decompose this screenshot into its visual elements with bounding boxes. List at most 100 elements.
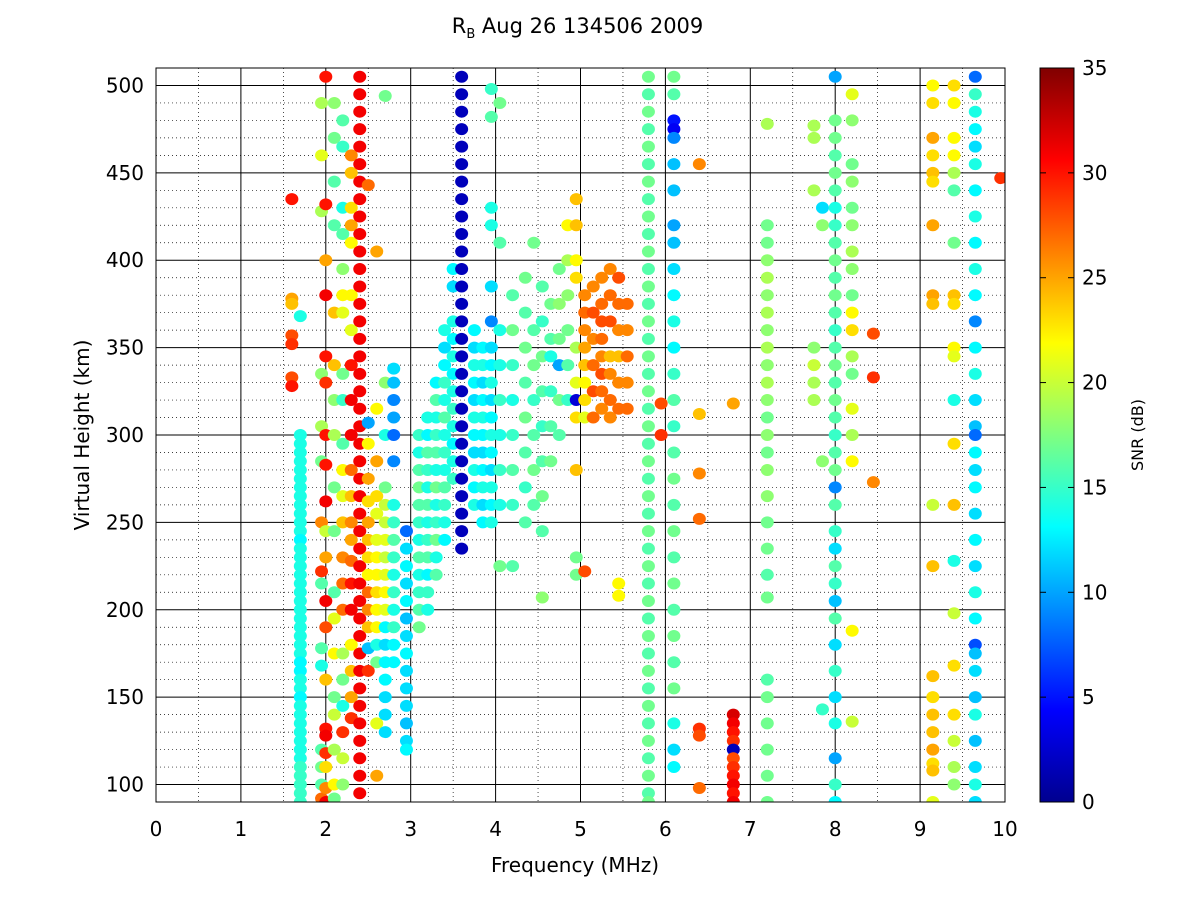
echo-point — [667, 420, 681, 433]
echo-point — [506, 324, 520, 337]
echo-point — [667, 88, 681, 101]
echo-point — [353, 455, 367, 468]
echo-point — [527, 429, 541, 441]
echo-point — [968, 734, 982, 747]
echo-point — [293, 498, 307, 511]
echo-point — [654, 429, 668, 441]
echo-point — [293, 437, 307, 450]
x-tick-label: 4 — [489, 817, 502, 841]
echo-point — [667, 525, 681, 538]
echo-point — [527, 498, 541, 511]
echo-point — [968, 394, 982, 407]
echo-point — [968, 210, 982, 223]
echo-point — [438, 533, 452, 546]
echo-point — [667, 551, 681, 564]
echo-point — [493, 429, 507, 441]
echo-point — [484, 411, 498, 424]
echo-point — [344, 516, 358, 529]
echo-point — [353, 699, 367, 712]
echo-point — [293, 769, 307, 782]
echo-point — [399, 577, 413, 590]
echo-point — [293, 577, 307, 590]
echo-point — [569, 254, 583, 267]
echo-point — [726, 708, 740, 721]
echo-point — [353, 228, 367, 241]
echo-point — [726, 726, 740, 739]
echo-point — [336, 228, 350, 241]
echo-point — [828, 752, 842, 765]
tick-layer: 0 1 2 3 4 5 6 7 8 9 10 100 150 200 250 300 350 400 450 500 — [106, 73, 1018, 841]
echo-point — [760, 796, 774, 802]
echo-point — [667, 472, 681, 485]
echo-point — [353, 123, 367, 136]
echo-point — [828, 429, 842, 441]
echo-point — [807, 376, 821, 389]
echo-point — [327, 131, 341, 144]
echo-point — [926, 166, 940, 179]
echo-point — [455, 175, 469, 188]
echo-point — [760, 429, 774, 441]
echo-point — [620, 324, 634, 337]
echo-point — [667, 219, 681, 232]
echo-point — [760, 691, 774, 704]
echo-point — [293, 310, 307, 323]
echo-point — [641, 175, 655, 188]
echo-point — [828, 560, 842, 573]
echo-point — [692, 512, 706, 525]
echo-point — [947, 96, 961, 109]
echo-point — [336, 114, 350, 127]
echo-point — [399, 647, 413, 660]
echo-point — [845, 350, 859, 363]
echo-point — [285, 329, 299, 342]
y-tick-label: 350 — [106, 336, 144, 360]
echo-point — [667, 577, 681, 590]
colorbar-ticks: 0 5 10 15 20 25 30 35 — [1040, 56, 1107, 814]
echo-point — [336, 673, 350, 686]
echo-point — [293, 455, 307, 468]
echo-point — [968, 88, 982, 101]
echo-point — [667, 629, 681, 642]
echo-point — [438, 394, 452, 407]
echo-point — [760, 769, 774, 782]
echo-point — [828, 236, 842, 249]
echo-point — [327, 481, 341, 494]
echo-point — [344, 219, 358, 232]
echo-point — [353, 140, 367, 153]
echo-point — [493, 324, 507, 337]
echo-point — [455, 472, 469, 485]
echo-point — [845, 158, 859, 171]
echo-point — [641, 787, 655, 800]
echo-point — [293, 726, 307, 739]
echo-point — [319, 673, 333, 686]
echo-point — [353, 210, 367, 223]
title-main: R — [451, 14, 467, 38]
echo-point — [667, 446, 681, 459]
echo-point — [518, 446, 532, 459]
echo-point — [845, 715, 859, 728]
echo-point — [293, 787, 307, 800]
echo-point — [641, 647, 655, 660]
echo-point — [828, 376, 842, 389]
echo-point — [667, 262, 681, 275]
echo-point — [455, 402, 469, 415]
echo-point — [641, 193, 655, 206]
echo-point — [612, 271, 626, 284]
echo-point — [319, 70, 333, 83]
echo-point — [455, 420, 469, 433]
echo-point — [968, 612, 982, 625]
echo-point — [641, 734, 655, 747]
echo-point — [815, 703, 829, 716]
y-tick-label: 400 — [106, 248, 144, 272]
echo-point — [947, 184, 961, 197]
echo-point — [641, 717, 655, 730]
echo-point — [327, 359, 341, 372]
echo-point — [620, 350, 634, 363]
echo-point — [361, 472, 375, 485]
echo-point — [828, 254, 842, 267]
echo-point — [760, 490, 774, 503]
echo-point — [926, 670, 940, 683]
echo-point — [641, 280, 655, 293]
echo-point — [293, 568, 307, 581]
echo-point — [603, 262, 617, 275]
echo-point — [828, 717, 842, 730]
